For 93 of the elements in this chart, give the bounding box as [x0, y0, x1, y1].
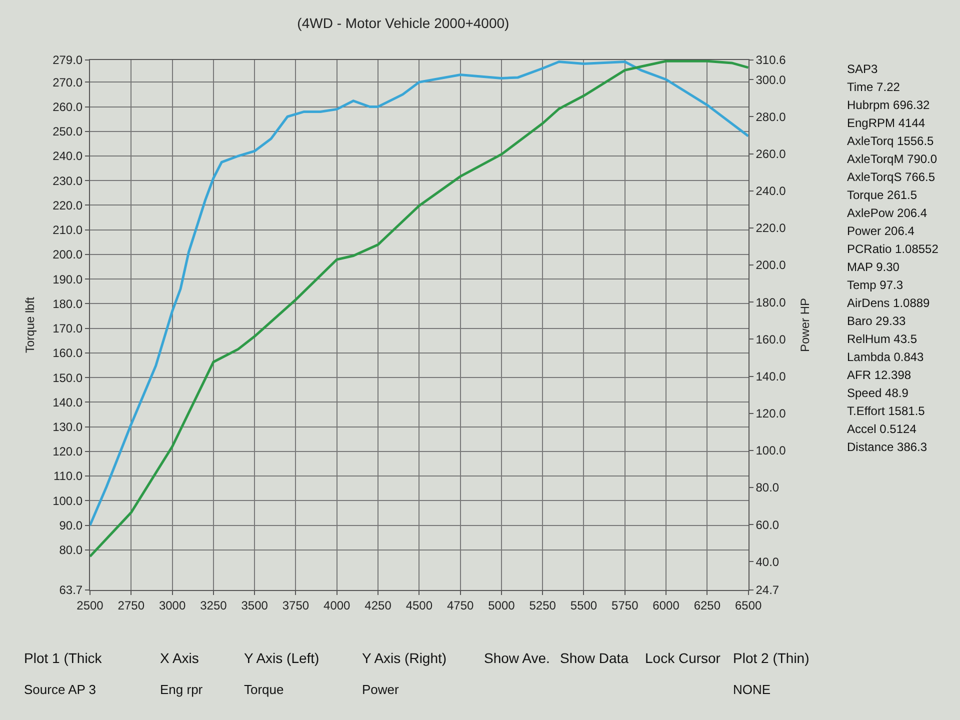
y2-tick-label: 40.0 — [756, 554, 780, 569]
text: AxleTorq 1556.5 — [847, 134, 934, 148]
text: AxleTorqM 790.0 — [847, 152, 938, 166]
text: Hubrpm 696.32 — [847, 98, 930, 112]
y2-tick-label: 160.0 — [756, 332, 786, 346]
x-tick-label: 3250 — [200, 598, 228, 612]
y-tick-label: 279.0 — [52, 53, 83, 68]
text: Y Axis (Right) — [362, 650, 447, 666]
y-tick-label: 90.0 — [59, 518, 83, 532]
y2-tick-label: 120.0 — [756, 406, 786, 421]
x-tick-label: 4500 — [406, 598, 433, 612]
y2-tick-label: 240.0 — [756, 184, 786, 198]
y-tick-label: 120.0 — [52, 444, 83, 459]
text: Power 206.4 — [847, 224, 915, 238]
y-tick-label: 190.0 — [52, 272, 83, 286]
text: Power — [362, 682, 400, 697]
y-tick-label: 150.0 — [52, 370, 83, 385]
text: Temp 97.3 — [847, 278, 904, 292]
y-axis-title: Torque lbft — [22, 296, 37, 354]
y-tick-label: 100.0 — [52, 494, 83, 508]
y2-tick-label: 140.0 — [756, 369, 786, 384]
y-tick-label: 140.0 — [52, 395, 83, 410]
x-tick-label: 3000 — [158, 598, 186, 612]
x-tick-label: 2500 — [76, 598, 104, 612]
y2-tick-label: 100.0 — [756, 444, 786, 458]
source-note: Source AP 3 — [24, 682, 96, 697]
text: AFR 12.398 — [847, 368, 912, 382]
text: NONE — [733, 682, 771, 697]
text: Plot 1 (Thick — [24, 650, 103, 666]
x-tick-label: 6250 — [694, 598, 721, 612]
text: Lambda 0.843 — [847, 350, 924, 364]
text: RelHum 43.5 — [847, 332, 918, 346]
y-tick-label: 80.0 — [59, 543, 83, 558]
text: Speed 48.9 — [847, 386, 909, 400]
x-tick-label: 5500 — [570, 598, 598, 612]
y-tick-label: 210.0 — [52, 223, 83, 238]
y-tick-label: 130.0 — [52, 420, 83, 434]
y2-tick-label: 220.0 — [756, 221, 786, 236]
x-tick-label: 6500 — [734, 598, 762, 612]
text: Baro 29.33 — [847, 314, 906, 328]
text: Eng rpr — [160, 682, 204, 697]
text: EngRPM 4144 — [847, 116, 926, 130]
text: Accel 0.5124 — [847, 422, 917, 436]
y-tick-label: 180.0 — [52, 296, 83, 311]
text: Time 7.22 — [847, 80, 900, 94]
text: MAP 9.30 — [847, 260, 900, 274]
y-tick-label: 160.0 — [52, 346, 83, 360]
text: PCRatio 1.08552 — [847, 242, 939, 256]
chart-title: (4WD - Motor Vehicle 2000+4000) — [297, 14, 510, 31]
y-tick-label: 63.7 — [59, 583, 83, 598]
text: Torque 261.5 — [847, 188, 918, 202]
y2-tick-label: 180.0 — [756, 295, 786, 310]
x-tick-label: 2750 — [118, 598, 145, 612]
x-tick-label: 3750 — [282, 598, 310, 612]
y2-tick-label: 60.0 — [756, 518, 780, 532]
text: Torque — [244, 682, 284, 697]
y-tick-label: 260.0 — [52, 100, 83, 114]
y-tick-label: 240.0 — [52, 149, 83, 164]
x-tick-label: 4000 — [324, 598, 351, 612]
text: X Axis — [160, 650, 199, 666]
y2-tick-label: 300.0 — [756, 72, 786, 87]
x-tick-label: 5000 — [488, 598, 516, 612]
x-tick-label: 5750 — [612, 598, 639, 612]
y-tick-label: 270.0 — [52, 75, 83, 90]
text: Y Axis (Left) — [244, 650, 320, 666]
y-tick-label: 170.0 — [52, 322, 83, 336]
text: Plot 2 (Thin) — [733, 650, 810, 666]
y2-tick-label: 280.0 — [756, 110, 786, 124]
x-tick-label: 6000 — [652, 598, 680, 612]
text: AxlePow 206.4 — [847, 206, 928, 220]
y2-tick-label: 80.0 — [756, 480, 780, 495]
text: Lock Cursor — [645, 650, 721, 666]
y-tick-label: 250.0 — [52, 124, 83, 139]
y2-tick-label: 200.0 — [756, 258, 786, 272]
x-tick-label: 3500 — [241, 598, 268, 612]
y2-tick-label: 24.7 — [756, 583, 780, 598]
text: Show Data — [560, 650, 629, 666]
text: AirDens 1.0889 — [847, 296, 930, 310]
x-tick-label: 4750 — [446, 598, 474, 612]
y2-tick-label: 310.6 — [756, 53, 786, 68]
x-tick-label: 4250 — [364, 598, 392, 612]
text: SAP3 — [847, 62, 878, 76]
text: Distance 386.3 — [847, 440, 928, 454]
x-tick-label: 5250 — [529, 598, 556, 612]
y-tick-label: 230.0 — [52, 174, 83, 188]
text: AxleTorqS 766.5 — [847, 170, 936, 184]
y2-axis-title: Power HP — [798, 298, 812, 352]
y2-tick-label: 260.0 — [756, 147, 786, 161]
y-tick-label: 220.0 — [52, 198, 83, 212]
y-tick-label: 200.0 — [52, 248, 83, 262]
y-tick-label: 110.0 — [53, 469, 83, 484]
text: T.Effort 1581.5 — [847, 404, 926, 418]
text: Show Ave. — [484, 650, 550, 666]
